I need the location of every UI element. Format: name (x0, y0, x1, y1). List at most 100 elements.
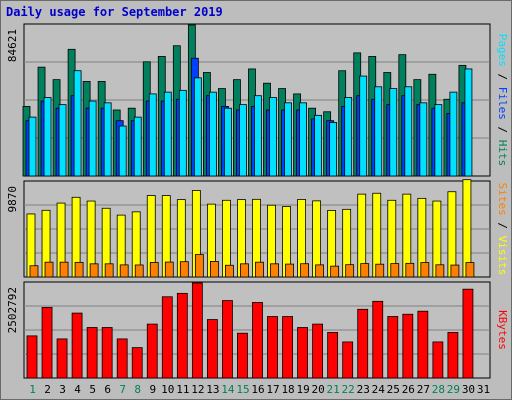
bar-pages-day-11 (178, 89, 187, 177)
axis-legend-visits_sites: Sites / Visits (496, 183, 509, 276)
bar-kbytes-day-25 (387, 316, 399, 379)
bar-pages-day-8 (133, 116, 142, 177)
bar-kbytes-day-8 (131, 347, 143, 379)
bar-kbytes-day-20 (312, 323, 324, 379)
x-tick-label-day-27: 27 (417, 383, 430, 396)
bar-sites-day-3 (59, 261, 69, 278)
bar-kbytes-day-17 (267, 316, 278, 379)
bar-sites-day-1 (29, 265, 39, 278)
bar-sites-day-29 (450, 264, 460, 278)
bar-kbytes-day-16 (252, 302, 263, 379)
bar-sites-day-6 (104, 263, 114, 278)
x-tick-label-day-9: 9 (149, 383, 156, 396)
axis-legend-hits_files_pages: Pages / Files / Hits (496, 34, 509, 167)
bar-sites-day-12 (194, 254, 204, 278)
bar-pages-day-25 (389, 88, 398, 177)
bar-pages-day-20 (314, 114, 323, 177)
bar-pages-day-27 (419, 102, 428, 177)
axis-legend-part: / (496, 120, 509, 140)
bar-pages-day-24 (374, 86, 383, 177)
bar-pages-day-3 (58, 104, 67, 177)
bar-kbytes-day-23 (357, 308, 369, 379)
bar-kbytes-day-28 (432, 341, 444, 379)
bar-sites-day-13 (209, 261, 219, 278)
bar-pages-day-29 (449, 91, 458, 177)
bar-kbytes-day-30 (462, 288, 474, 379)
x-tick-label-day-15: 15 (236, 383, 249, 396)
bar-sites-day-11 (179, 261, 189, 278)
bar-pages-day-21 (329, 122, 338, 177)
bar-sites-day-19 (300, 263, 309, 278)
x-tick-label-day-17: 17 (266, 383, 279, 396)
bar-kbytes-day-26 (402, 313, 414, 379)
bar-kbytes-day-2 (41, 306, 53, 379)
bar-kbytes-day-12 (191, 282, 203, 379)
bar-sites-day-9 (149, 262, 159, 278)
axis-legend-part: Pages (496, 34, 509, 67)
bar-sites-day-18 (285, 263, 294, 278)
bar-sites-day-17 (270, 263, 279, 278)
bar-pages-day-14 (224, 107, 232, 177)
bar-pages-day-16 (254, 95, 262, 177)
bar-sites-day-15 (240, 263, 249, 278)
bar-pages-day-6 (103, 102, 112, 177)
bar-kbytes-day-5 (86, 327, 98, 379)
x-tick-label-day-19: 19 (296, 383, 309, 396)
bar-kbytes-day-29 (447, 332, 459, 379)
x-tick-label-day-16: 16 (251, 383, 264, 396)
bar-pages-day-4 (73, 70, 82, 177)
bar-kbytes-day-19 (297, 327, 308, 379)
bar-pages-day-19 (299, 102, 307, 177)
bar-kbytes-day-1 (26, 335, 38, 379)
axis-legend-part: / (496, 216, 509, 236)
x-tick-label-day-14: 14 (221, 383, 235, 396)
axis-legend-part: / (496, 67, 509, 87)
x-tick-label-day-28: 28 (432, 383, 445, 396)
x-tick-label-day-20: 20 (312, 383, 325, 396)
x-tick-label-day-26: 26 (402, 383, 415, 396)
bar-sites-day-28 (435, 264, 445, 278)
chart-title: Daily usage for September 2019 (6, 5, 223, 19)
axis-legend-part: Sites (496, 183, 509, 216)
x-tick-label-day-12: 12 (191, 383, 204, 396)
axis-legend-part: KBytes (496, 310, 509, 350)
bar-kbytes-day-15 (237, 332, 248, 379)
axis-legend-part: Visits (496, 236, 509, 276)
y-max-label-kbytes: 2502792 (6, 287, 19, 333)
bar-kbytes-day-18 (282, 316, 293, 379)
x-tick-label-day-5: 5 (89, 383, 96, 396)
bar-pages-day-28 (434, 104, 443, 177)
bar-pages-day-12 (193, 77, 202, 177)
bar-sites-day-23 (360, 263, 370, 278)
y-max-label-visits_sites: 9870 (6, 186, 19, 213)
x-tick-label-day-23: 23 (357, 383, 370, 396)
bar-kbytes-day-6 (101, 327, 113, 379)
bar-sites-day-25 (390, 263, 400, 278)
bar-pages-day-7 (118, 125, 127, 177)
x-tick-label-day-11: 11 (176, 383, 189, 396)
y-max-label-hits_files_pages: 84621 (6, 29, 19, 62)
bar-sites-day-5 (89, 263, 99, 278)
bar-sites-day-30 (465, 262, 475, 278)
bar-sites-day-4 (74, 261, 84, 278)
bar-sites-day-14 (225, 264, 234, 278)
x-tick-label-day-31: 31 (477, 383, 490, 396)
bar-pages-day-2 (43, 97, 52, 177)
bar-sites-day-27 (420, 262, 430, 278)
bar-kbytes-day-3 (56, 338, 68, 379)
bar-pages-day-17 (269, 97, 277, 177)
x-tick-label-day-22: 22 (342, 383, 355, 396)
bar-visits-day-29 (447, 191, 457, 278)
bar-kbytes-day-10 (161, 296, 173, 379)
bar-pages-day-26 (404, 86, 413, 177)
bar-pages-day-23 (359, 75, 368, 177)
bar-sites-day-22 (345, 264, 355, 278)
bar-sites-day-24 (375, 263, 385, 278)
x-tick-label-day-1: 1 (29, 383, 36, 396)
bar-kbytes-day-11 (176, 292, 188, 379)
bar-sites-day-16 (255, 261, 264, 278)
x-tick-label-day-4: 4 (74, 383, 81, 396)
bar-pages-day-13 (208, 91, 217, 177)
